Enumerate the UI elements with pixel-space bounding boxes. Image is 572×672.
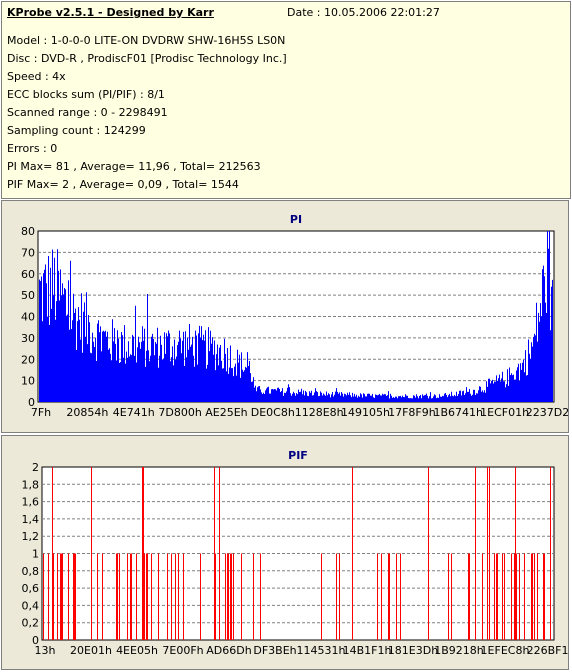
scan-date: Date : 10.05.2006 22:01:27 bbox=[287, 6, 440, 19]
pif-y-tick-label: 0,8 bbox=[22, 565, 40, 578]
pif-y-tick-label: 1 bbox=[32, 548, 39, 561]
pi-y-tick-label: 10 bbox=[21, 375, 35, 388]
pif-x-tick-label: 7E00Fh bbox=[162, 644, 203, 657]
pif-x-tick-label: 226BF1h bbox=[527, 644, 568, 657]
pif-y-tick-label: 2 bbox=[32, 461, 39, 474]
pif-y-tick-label: 1,8 bbox=[22, 478, 40, 491]
pif-x-tick-label: 181E3Dh bbox=[388, 644, 438, 657]
pi-x-tick-label: 4E741h bbox=[113, 406, 155, 419]
pif-series bbox=[43, 467, 551, 640]
sampling-line: Sampling count : 124299 bbox=[7, 124, 146, 137]
pi-y-tick-label: 60 bbox=[21, 268, 35, 281]
pif-summary-line: PIF Max= 2 , Average= 0,09 , Total= 1544 bbox=[7, 178, 239, 191]
pi-y-tick-label: 80 bbox=[21, 225, 35, 238]
pi-x-tick-label: 7D800h bbox=[158, 406, 201, 419]
pi-y-tick-label: 70 bbox=[21, 246, 35, 259]
pi-x-tick-label: DE0C8h bbox=[251, 406, 295, 419]
pi-area bbox=[39, 231, 553, 402]
pi-y-tick-label: 20 bbox=[21, 353, 35, 366]
pi-x-tick-label: 17F8F9h bbox=[388, 406, 436, 419]
model-line: Model : 1-0-0-0 LITE-ON DVDRW SHW-16H5S … bbox=[7, 34, 286, 47]
pif-x-tick-label: 1B9218h bbox=[434, 644, 484, 657]
pi-chart: PI 0 10 20 30 40 50 60 70 80 7Fh 20854h 4E741h 7D800h… bbox=[21, 213, 572, 419]
pif-x-tick-label: 1EFEC8h bbox=[481, 644, 530, 657]
pi-y-tick-label: 50 bbox=[21, 289, 35, 302]
pif-chart-panel: PIF 0 0,2 0,4 0,6 0,8 1 1,2 1,4 1,6 1,8 2 13h 20E01h 4… bbox=[1, 435, 572, 670]
pif-x-tick-label: 20E01h bbox=[70, 644, 112, 657]
speed-line: Speed : 4x bbox=[7, 70, 66, 83]
pi-x-tick-label: 2237D2h bbox=[526, 406, 568, 419]
pif-x-tick-label: 14B1F1h bbox=[343, 644, 392, 657]
pif-x-tick-label: 13h bbox=[35, 644, 56, 657]
pif-y-tick-label: 1,2 bbox=[22, 530, 40, 543]
pif-y-tick-label: 0,6 bbox=[22, 582, 40, 595]
pi-x-tick-label: 149105h bbox=[341, 406, 390, 419]
pi-y-tick-label: 0 bbox=[28, 396, 35, 409]
errors-line: Errors : 0 bbox=[7, 142, 58, 155]
pi-y-tick-label: 30 bbox=[21, 332, 35, 345]
ecc-line: ECC blocks sum (PI/PIF) : 8/1 bbox=[7, 88, 165, 101]
pif-y-tick-label: 1,6 bbox=[22, 496, 40, 509]
pi-x-tick-label: 7Fh bbox=[31, 406, 51, 419]
pi-chart-title: PI bbox=[290, 213, 302, 226]
pi-x-tick-label: 20854h bbox=[66, 406, 108, 419]
pi-chart-panel: PI 0 10 20 30 40 50 60 70 80 7Fh 20854h 4E741h 7D800h… bbox=[1, 200, 572, 433]
app-title: KProbe v2.5.1 - Designed by Karr bbox=[7, 6, 214, 19]
pif-chart-title: PIF bbox=[288, 449, 308, 462]
pi-x-tick-label: 1B6741h bbox=[434, 406, 484, 419]
pif-x-tick-label: 114531h bbox=[297, 644, 346, 657]
range-line: Scanned range : 0 - 2298491 bbox=[7, 106, 168, 119]
disc-line: Disc : DVD-R , ProdiscF01 [Prodisc Techn… bbox=[7, 52, 287, 65]
pi-x-tick-label: 1128E8h bbox=[295, 406, 344, 419]
pif-chart: PIF 0 0,2 0,4 0,6 0,8 1 1,2 1,4 1,6 1,8 2 13h 20E01h 4… bbox=[22, 449, 572, 657]
pif-x-tick-label: AD66Dh bbox=[206, 644, 251, 657]
pif-y-tick-label: 0,2 bbox=[22, 617, 40, 630]
pif-y-tick-label: 0,4 bbox=[22, 599, 40, 612]
pif-y-tick-label: 1,4 bbox=[22, 513, 40, 526]
pi-summary-line: PI Max= 81 , Average= 11,96 , Total= 212… bbox=[7, 160, 261, 173]
pi-y-tick-label: 40 bbox=[21, 311, 35, 324]
info-panel: KProbe v2.5.1 - Designed by Karr Date : … bbox=[1, 1, 571, 199]
pif-y-tick-label: 0 bbox=[32, 634, 39, 647]
pi-x-tick-label: AE25Eh bbox=[205, 406, 247, 419]
pif-x-tick-label: 4EE05h bbox=[116, 644, 158, 657]
pi-series bbox=[39, 231, 553, 402]
pif-x-tick-label: DF3BEh bbox=[253, 644, 296, 657]
pi-x-tick-label: 1ECF01h bbox=[480, 406, 529, 419]
